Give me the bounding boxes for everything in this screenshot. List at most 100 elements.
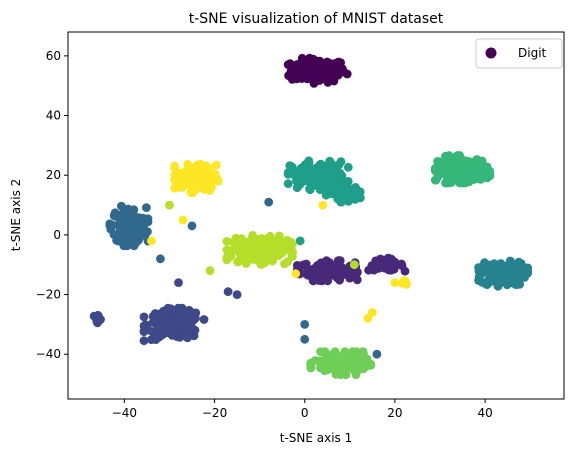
- data-point-outlier: [223, 287, 233, 296]
- data-point: [276, 242, 286, 252]
- data-point: [335, 256, 345, 265]
- data-point: [444, 151, 454, 160]
- scatter-points: [89, 53, 533, 380]
- data-point: [508, 263, 518, 273]
- data-point: [344, 187, 354, 197]
- data-point: [296, 171, 306, 180]
- data-point: [479, 163, 489, 173]
- data-point: [339, 359, 349, 368]
- data-point: [333, 194, 343, 204]
- data-point: [206, 172, 216, 182]
- data-point: [320, 167, 329, 177]
- data-point-outlier: [232, 290, 242, 299]
- data-point: [493, 270, 503, 280]
- legend-box: [475, 38, 563, 69]
- data-point-outlier: [174, 278, 183, 287]
- data-point: [253, 235, 263, 245]
- data-point: [345, 273, 355, 283]
- data-point: [357, 350, 367, 360]
- data-point: [124, 218, 134, 228]
- data-point: [116, 215, 126, 224]
- data-point: [222, 245, 232, 255]
- data-point: [491, 262, 500, 271]
- data-point: [401, 279, 411, 289]
- data-point: [150, 329, 159, 339]
- data-point: [183, 178, 193, 187]
- data-point: [330, 366, 340, 375]
- data-point-outlier: [187, 221, 197, 231]
- data-point: [143, 325, 153, 335]
- data-point: [187, 188, 196, 198]
- data-point: [129, 205, 139, 215]
- legend: Digit: [475, 38, 563, 69]
- data-point: [348, 347, 357, 356]
- data-point: [305, 172, 315, 181]
- data-point: [142, 203, 151, 213]
- data-point: [493, 281, 503, 291]
- data-point: [447, 166, 456, 175]
- data-point: [174, 309, 183, 319]
- data-point: [476, 175, 486, 184]
- data-point: [139, 312, 149, 322]
- data-point: [126, 226, 136, 236]
- data-point: [269, 247, 279, 256]
- data-point: [387, 258, 397, 268]
- data-point: [199, 315, 209, 324]
- data-point: [400, 266, 410, 276]
- data-point: [283, 60, 293, 69]
- data-point: [316, 347, 325, 356]
- data-point: [311, 70, 321, 79]
- data-point-outlier: [372, 349, 382, 359]
- y-tick-label: 0: [53, 228, 61, 242]
- data-point: [183, 333, 192, 343]
- data-point-outlier: [363, 314, 373, 323]
- data-point: [323, 365, 333, 375]
- data-point: [343, 162, 353, 172]
- data-point: [470, 164, 480, 174]
- data-point: [181, 166, 191, 176]
- x-tick-label: 0: [301, 406, 309, 420]
- data-point: [501, 263, 511, 273]
- data-point: [148, 311, 158, 321]
- data-point: [263, 233, 273, 243]
- data-point-outlier: [156, 254, 165, 264]
- axis-ticks: −40 −20 0 20 40 −40 −20 0 20 40 60: [36, 49, 493, 420]
- data-point: [298, 73, 308, 83]
- data-point: [301, 64, 311, 73]
- data-point-outlier: [390, 278, 400, 287]
- data-point: [335, 264, 345, 274]
- data-point: [352, 267, 362, 277]
- data-point: [284, 71, 293, 80]
- data-point: [171, 319, 181, 329]
- data-point: [139, 336, 149, 346]
- data-point: [474, 266, 484, 276]
- data-point-outlier: [295, 236, 305, 246]
- data-point: [334, 160, 344, 169]
- data-point: [280, 259, 289, 269]
- plot-frame: [67, 31, 565, 400]
- y-tick-label: −40: [36, 347, 61, 361]
- data-point: [315, 185, 325, 195]
- data-point: [348, 361, 357, 371]
- y-tick-label: 40: [46, 109, 61, 123]
- data-point: [480, 258, 489, 268]
- data-point: [510, 270, 520, 280]
- data-point: [485, 169, 495, 179]
- data-point: [449, 158, 459, 168]
- data-point: [159, 315, 169, 324]
- data-point: [351, 183, 360, 192]
- x-tick-label: 40: [477, 406, 492, 420]
- data-point: [334, 171, 344, 181]
- data-point: [170, 161, 180, 171]
- data-point: [137, 230, 147, 240]
- data-point: [283, 168, 293, 178]
- data-point: [319, 66, 329, 75]
- data-point-outlier: [264, 197, 274, 207]
- data-point: [89, 311, 99, 321]
- data-point-outlier: [205, 266, 215, 276]
- data-point: [367, 262, 377, 271]
- data-point: [514, 257, 524, 267]
- data-point: [114, 236, 123, 246]
- data-point: [161, 322, 171, 332]
